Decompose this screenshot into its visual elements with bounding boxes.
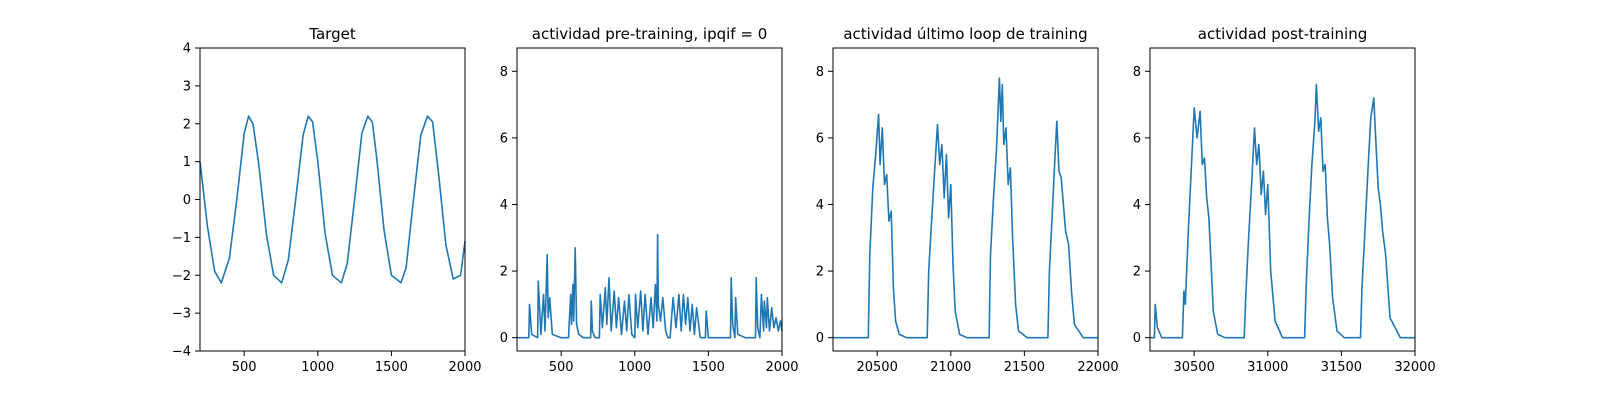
chart-3-y-tick-label: 8 — [816, 65, 824, 80]
chart-panel-1: Target 500 1000 1500 2000 −4 −3 −2 −1 0 1 2 3 4 — [172, 25, 482, 375]
chart-3-title: actividad último loop de training — [843, 25, 1087, 43]
chart-1-x-tick-label: 2000 — [448, 360, 481, 375]
chart-1-y-tick-label: 0 — [183, 193, 191, 208]
chart-2-axes-frame — [516, 47, 783, 352]
chart-1-x-tick-label: 1000 — [301, 360, 334, 375]
chart-2-y-tick-label: 6 — [500, 131, 508, 146]
chart-1-y-tick-label: 1 — [183, 155, 191, 170]
chart-4-y-tick-label: 6 — [1133, 131, 1141, 146]
chart-3-x-tick-label: 21000 — [930, 360, 971, 375]
chart-4-x-tick-label: 30500 — [1173, 360, 1214, 375]
chart-1-x-tick-label: 500 — [232, 360, 257, 375]
chart-3-x-tick-label: 20500 — [856, 360, 897, 375]
chart-2-series-line — [517, 233, 783, 339]
chart-3-x-tick-label: 21500 — [1004, 360, 1045, 375]
chart-panel-3: actividad último loop de training 20500 21… — [816, 25, 1119, 375]
chart-3-series-line — [833, 77, 1098, 339]
chart-3-x-tick-label: 22000 — [1077, 360, 1118, 375]
chart-1-title: Target — [308, 25, 356, 43]
chart-2-y-tick-label: 0 — [500, 331, 508, 346]
chart-1-series-line — [199, 115, 466, 284]
chart-4-y-tick-label: 0 — [1133, 331, 1141, 346]
chart-1-axes-frame — [199, 47, 466, 352]
chart-1-x-tick-label: 1500 — [375, 360, 408, 375]
chart-1-y-tick-label: −2 — [172, 269, 191, 284]
chart-2-y-tick-label: 4 — [500, 198, 508, 213]
chart-4-axes-frame — [1149, 47, 1416, 352]
chart-4-y-tick-label: 2 — [1133, 265, 1141, 280]
chart-2-x-tick-label: 1000 — [618, 360, 651, 375]
chart-4-y-tick-label: 4 — [1133, 198, 1141, 213]
chart-4-y-tick-label: 8 — [1133, 65, 1141, 80]
chart-panel-2: actividad pre-training, ipqif = 0 500 1000… — [500, 25, 799, 375]
chart-2-title: actividad pre-training, ipqif = 0 — [532, 25, 768, 43]
chart-3-axes-frame — [832, 47, 1099, 352]
chart-2-x-tick-label: 500 — [549, 360, 574, 375]
chart-1-y-tick-label: −4 — [172, 345, 191, 360]
chart-4-x-tick-label: 31500 — [1321, 360, 1362, 375]
chart-1-y-tick-label: −3 — [172, 307, 191, 322]
chart-1-y-tick-label: 2 — [183, 117, 191, 132]
chart-2-x-tick-label: 1500 — [692, 360, 725, 375]
chart-2-y-tick-label: 2 — [500, 265, 508, 280]
chart-1-y-tick-label: 3 — [183, 79, 191, 94]
chart-panel-4: actividad post-training 30500 31000 31500 32… — [1133, 25, 1436, 375]
chart-4-x-tick-label: 32000 — [1394, 360, 1435, 375]
chart-4-x-tick-label: 31000 — [1247, 360, 1288, 375]
chart-3-y-tick-label: 6 — [816, 131, 824, 146]
chart-2-x-tick-label: 2000 — [765, 360, 798, 375]
chart-3-y-tick-label: 2 — [816, 265, 824, 280]
chart-4-series-line — [1150, 83, 1415, 339]
chart-3-y-tick-label: 0 — [816, 331, 824, 346]
chart-4-title: actividad post-training — [1198, 25, 1367, 43]
chart-2-y-tick-label: 8 — [500, 65, 508, 80]
chart-1-y-tick-label: 4 — [183, 42, 191, 57]
chart-3-y-tick-label: 4 — [816, 198, 824, 213]
chart-1-y-tick-label: −1 — [172, 231, 191, 246]
